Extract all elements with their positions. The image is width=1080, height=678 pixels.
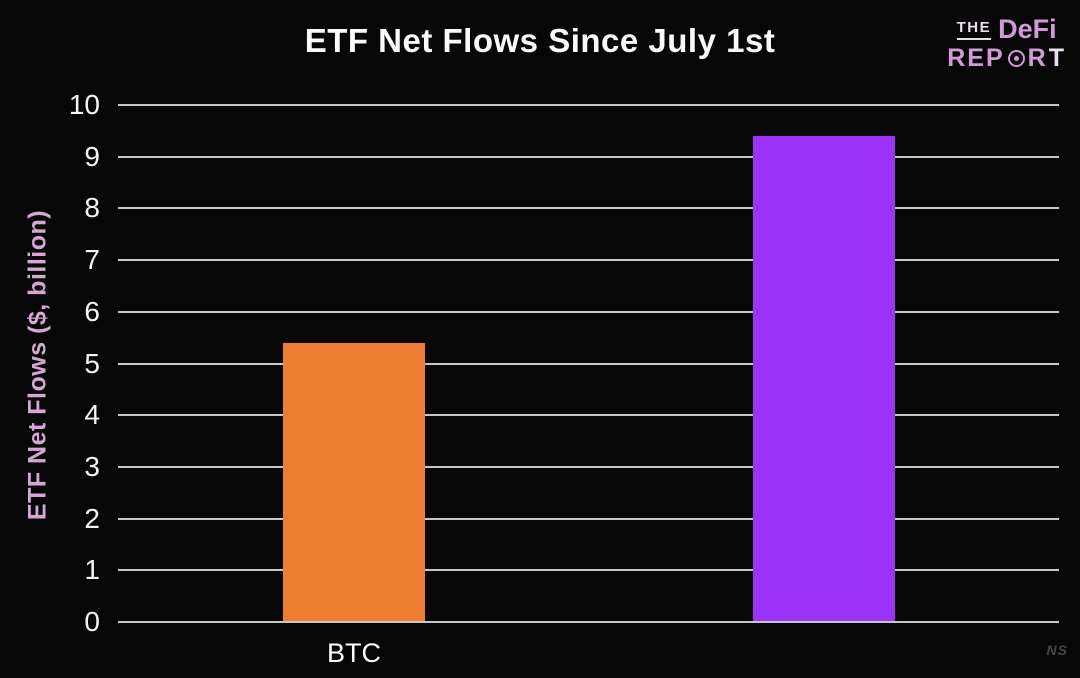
gridline bbox=[118, 362, 1059, 365]
logo-rep-text: REP bbox=[947, 44, 1005, 72]
gridline bbox=[118, 207, 1059, 210]
y-tick-label: 1 bbox=[84, 554, 100, 586]
gridline bbox=[118, 310, 1059, 313]
x-category-label: BTC bbox=[327, 638, 381, 668]
logo-defi-text: DeFi bbox=[998, 14, 1057, 44]
bullseye-dot bbox=[1013, 56, 1019, 61]
y-tick-label: 8 bbox=[84, 192, 100, 224]
logo-r-text: R bbox=[1027, 44, 1048, 72]
bullseye-icon bbox=[1007, 50, 1025, 67]
y-tick-label: 6 bbox=[84, 295, 100, 327]
y-tick-label: 10 bbox=[68, 89, 100, 120]
bar-btc bbox=[283, 342, 425, 622]
gridline bbox=[118, 414, 1059, 417]
x-axis-line bbox=[118, 621, 1059, 623]
gridline bbox=[118, 104, 1059, 106]
gridline bbox=[118, 569, 1059, 572]
bar-unlabeled-1 bbox=[753, 136, 895, 622]
y-tick-label: 0 bbox=[84, 606, 100, 637]
y-tick-label: 4 bbox=[84, 399, 100, 431]
y-tick-label: 3 bbox=[84, 450, 100, 482]
logo-t-text: T bbox=[1048, 44, 1066, 72]
watermark-text: NS bbox=[1046, 642, 1068, 658]
gridline bbox=[118, 155, 1059, 158]
defi-report-logo: THE DeFi REP R T bbox=[947, 16, 1066, 71]
logo-line1: THE DeFi bbox=[947, 16, 1066, 43]
chart-title: ETF Net Flows Since July 1st bbox=[304, 22, 776, 59]
gridline bbox=[118, 259, 1059, 262]
gridline bbox=[118, 465, 1059, 468]
y-tick-label: 5 bbox=[84, 347, 100, 379]
y-tick-label: 9 bbox=[84, 140, 100, 172]
logo-line2: REP R T bbox=[947, 46, 1066, 71]
gridline bbox=[118, 517, 1059, 520]
logo-the-text: THE bbox=[956, 20, 992, 40]
y-tick-label: 7 bbox=[84, 244, 100, 276]
y-tick-label: 2 bbox=[84, 502, 100, 534]
